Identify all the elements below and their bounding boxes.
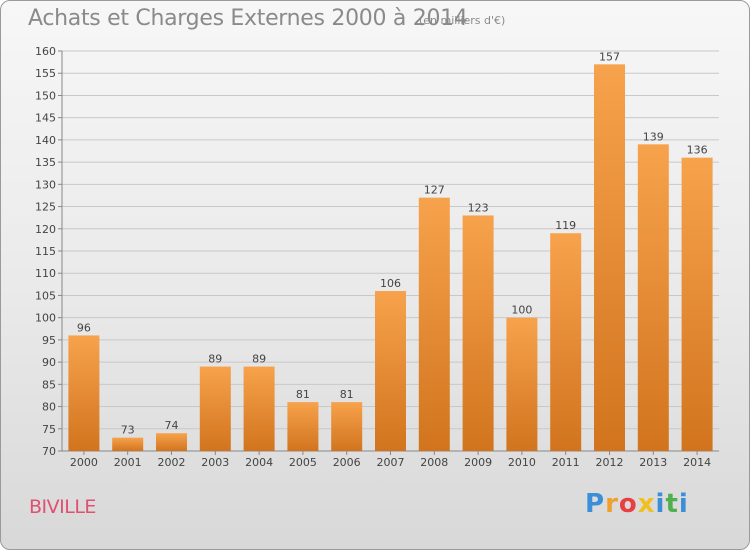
data-label: 73 [121, 424, 135, 437]
proxiti-logo[interactable]: Proxiti [585, 489, 689, 519]
data-label: 89 [252, 353, 266, 366]
bar-2009 [462, 215, 494, 451]
x-tick-label: 2007 [377, 456, 405, 469]
logo-letter: t [665, 489, 679, 519]
x-tick-label: 2009 [464, 456, 492, 469]
data-label: 123 [468, 201, 489, 214]
bar-2006 [331, 402, 363, 451]
x-tick-label: 2008 [420, 456, 448, 469]
bar-2007 [375, 291, 406, 451]
y-tick-label: 70 [42, 445, 56, 458]
y-tick-label: 135 [35, 156, 56, 169]
x-tick-label: 2006 [333, 456, 361, 469]
bar-2011 [550, 233, 582, 451]
y-tick-label: 90 [42, 356, 56, 369]
y-tick-label: 160 [35, 45, 56, 58]
x-tick-label: 2000 [70, 456, 98, 469]
logo-letter: i [655, 489, 666, 519]
bar-2013 [637, 144, 669, 452]
x-tick-label: 2005 [289, 456, 317, 469]
bar-2012 [594, 64, 625, 452]
bar-2001 [112, 437, 144, 451]
data-label: 100 [511, 304, 532, 317]
x-tick-label: 2004 [245, 456, 273, 469]
y-tick-label: 125 [35, 201, 56, 214]
bar-2004 [243, 366, 275, 451]
y-tick-label: 120 [35, 223, 56, 236]
y-tick-label: 105 [35, 289, 56, 302]
data-label: 157 [599, 50, 620, 63]
bar-2002 [156, 433, 187, 451]
data-label: 127 [424, 184, 445, 197]
x-tick-label: 2002 [158, 456, 186, 469]
logo-letter: o [618, 489, 638, 519]
bar-2014 [681, 157, 713, 451]
data-label: 139 [643, 130, 664, 143]
bar-2003 [199, 366, 231, 451]
data-label: 89 [208, 353, 222, 366]
x-tick-label: 2001 [114, 456, 142, 469]
data-label: 96 [77, 321, 91, 334]
bar-2008 [418, 197, 450, 451]
x-tick-label: 2014 [683, 456, 711, 469]
y-tick-label: 95 [42, 334, 56, 347]
y-tick-label: 130 [35, 178, 56, 191]
y-tick-label: 145 [35, 112, 56, 125]
y-tick-label: 155 [35, 67, 56, 80]
commune-name: BIVILLE [29, 496, 96, 518]
y-tick-label: 140 [35, 134, 56, 147]
logo-letter: x [637, 489, 656, 519]
y-tick-label: 150 [35, 89, 56, 102]
x-tick-label: 2003 [201, 456, 229, 469]
bar-2005 [287, 402, 319, 451]
x-tick-label: 2011 [552, 456, 580, 469]
chart-title: Achats et Charges Externes 2000 à 2014 [28, 6, 468, 31]
data-label: 106 [380, 277, 401, 290]
chart-unit: (en milliers d'€) [419, 14, 506, 27]
data-label: 81 [296, 388, 310, 401]
y-tick-label: 75 [42, 423, 56, 436]
x-tick-label: 2012 [596, 456, 624, 469]
x-tick-label: 2010 [508, 456, 536, 469]
labels: 70 75 80 85 90 95 100 105 110 115 120 125 130 135 140 1… [35, 45, 711, 469]
data-label: 81 [340, 388, 354, 401]
y-tick-label: 100 [35, 312, 56, 325]
y-tick-label: 85 [42, 378, 56, 391]
data-label: 136 [687, 144, 708, 157]
bar-2000 [68, 335, 100, 451]
data-label: 119 [555, 219, 576, 232]
y-tick-label: 80 [42, 401, 56, 414]
bar-2010 [506, 317, 538, 451]
logo-letter: r [605, 489, 619, 519]
y-tick-label: 115 [35, 245, 56, 258]
logo-letter: i [678, 489, 689, 519]
x-tick-label: 2013 [639, 456, 667, 469]
bars [68, 64, 713, 452]
logo-letter: P [585, 489, 606, 519]
y-tick-label: 110 [35, 267, 56, 280]
data-label: 74 [165, 419, 179, 432]
